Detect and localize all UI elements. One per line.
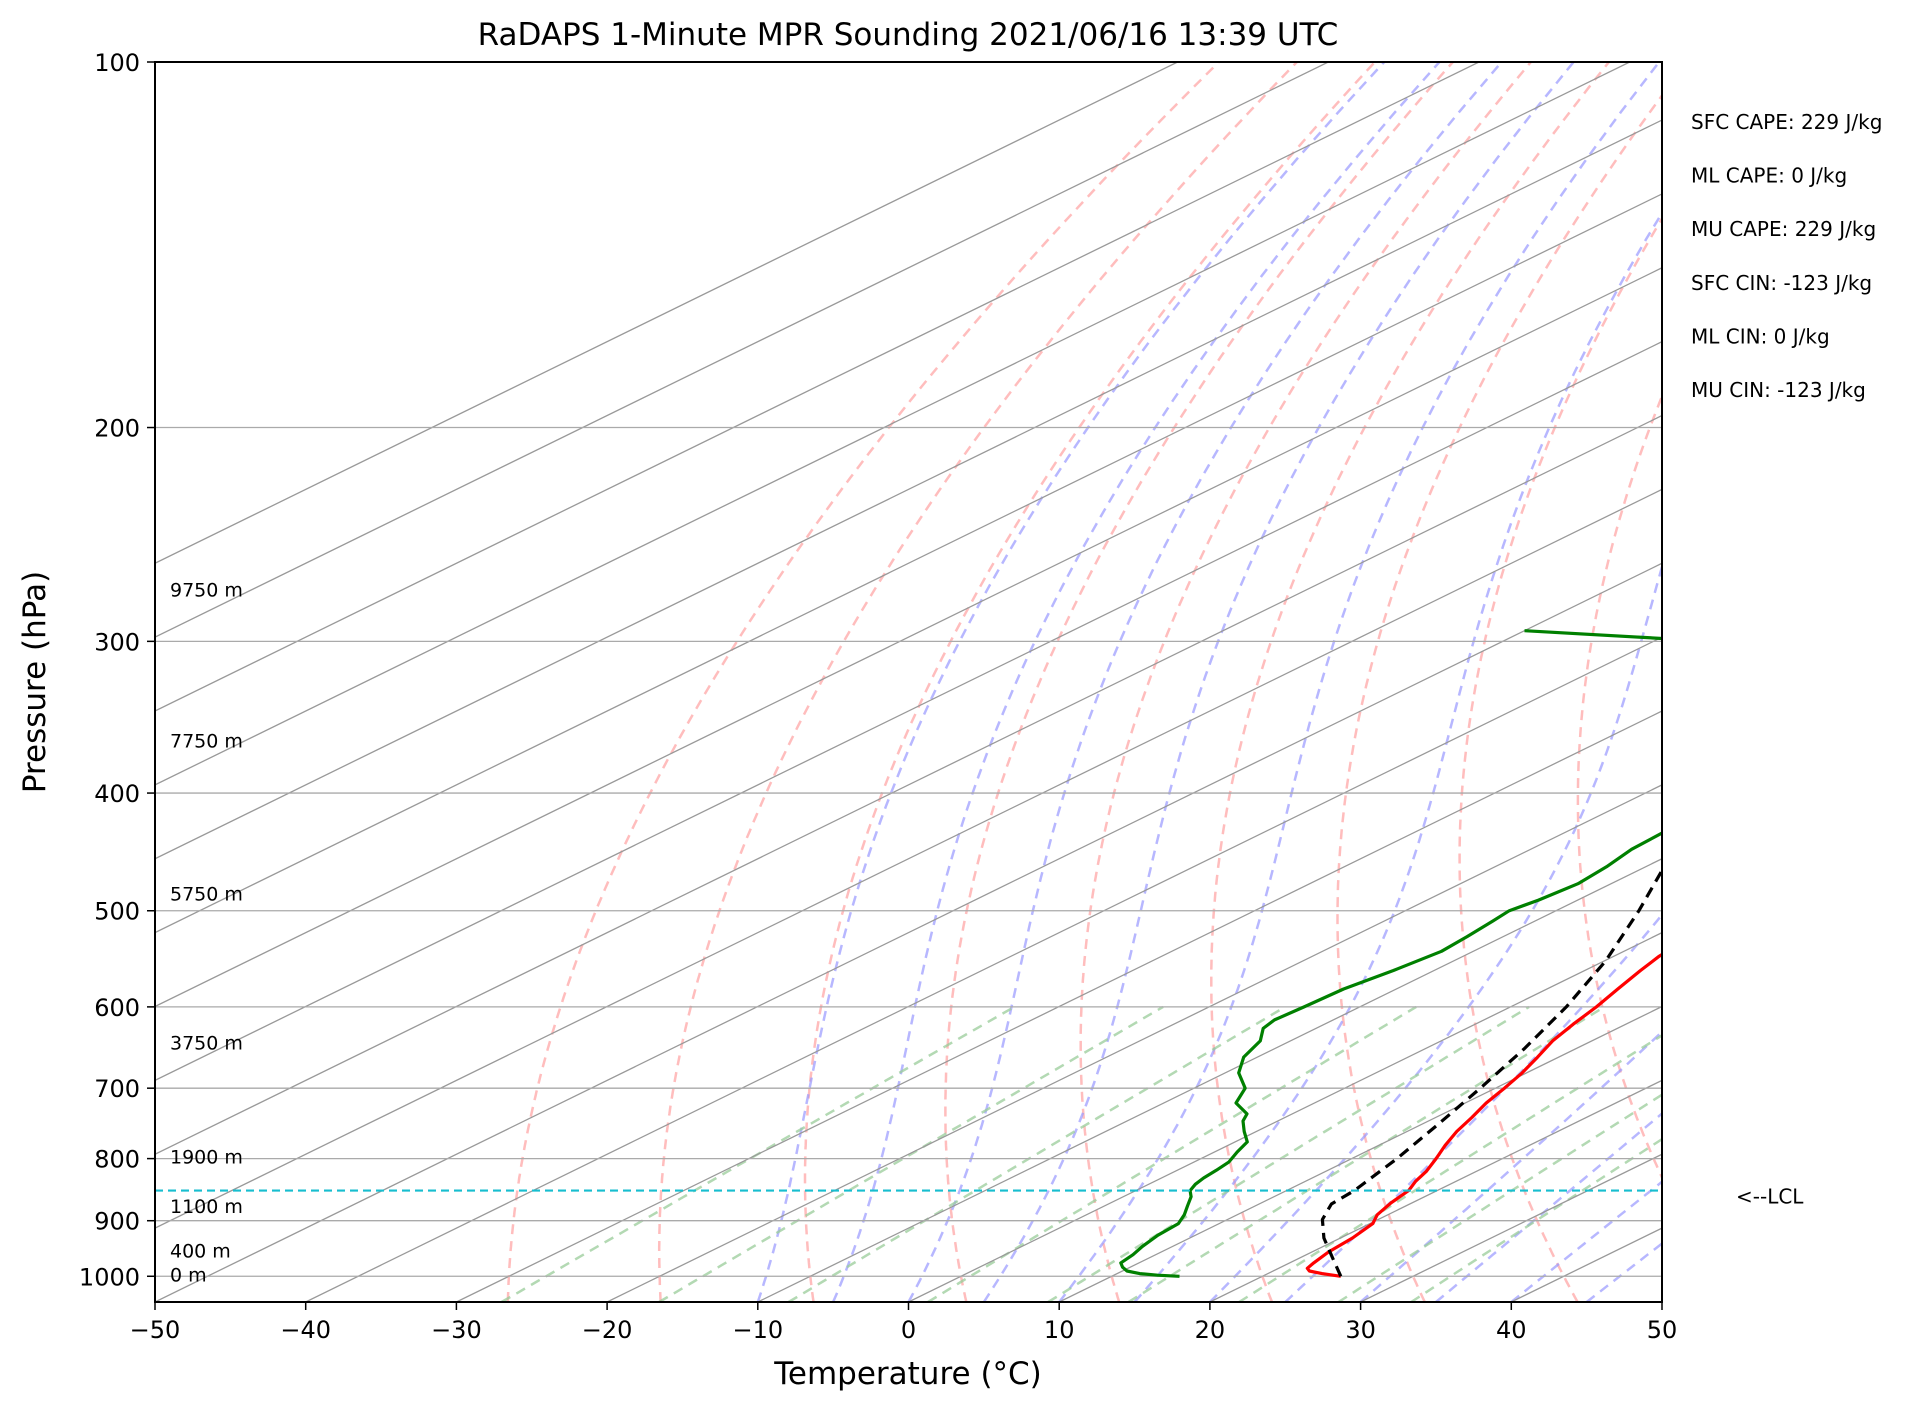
isotherm-line	[0, 62, 1780, 1302]
height-label: 1900 m	[170, 1147, 243, 1169]
dewpoint-profile-line	[1121, 631, 1827, 1277]
y-tick-label: 800	[94, 1146, 140, 1174]
x-tick-label: 20	[1195, 1316, 1226, 1344]
dry-adiabat-line	[1460, 62, 1765, 1302]
y-tick-label: 500	[94, 898, 140, 926]
mixing-ratio-line	[1239, 1007, 1708, 1302]
height-label: 400 m	[170, 1240, 231, 1262]
x-tick-label: −20	[582, 1316, 633, 1344]
dry-adiabat-line	[508, 62, 1219, 1302]
isotherm-line	[909, 62, 1911, 1302]
y-tick-label: 300	[94, 628, 140, 656]
x-tick-label: 30	[1345, 1316, 1376, 1344]
isotherm-line	[0, 62, 1178, 1302]
dry-adiabat-line	[945, 62, 1453, 1302]
stat-annotation: MU CAPE: 229 J/kg	[1691, 217, 1876, 241]
height-label: 9750 m	[170, 580, 243, 602]
x-tick-label: −10	[732, 1316, 783, 1344]
y-tick-label: 1000	[79, 1263, 140, 1291]
height-label: 5750 m	[170, 884, 243, 906]
x-axis-label: Temperature (°C)	[773, 1356, 1042, 1392]
data-lines	[155, 566, 1911, 1276]
dry-adiabat-line	[1804, 62, 1911, 1302]
y-tick-label: 600	[94, 994, 140, 1022]
isotherm-line	[1662, 62, 1911, 1302]
isotherm-line	[306, 62, 1911, 1302]
x-tick-label: 40	[1496, 1316, 1527, 1344]
stat-annotation: ML CIN: 0 J/kg	[1691, 324, 1830, 348]
stat-annotations: <--LCL SFC CAPE: 229 J/kg ML CAPE: 0 J/kg M…	[1691, 110, 1882, 1209]
height-label: 0 m	[170, 1265, 207, 1287]
stat-annotation: SFC CIN: -123 J/kg	[1691, 271, 1872, 295]
mixing-ratio-line	[1129, 1007, 1605, 1302]
mixing-ratio-line	[1048, 1007, 1529, 1302]
isotherm-line	[0, 62, 1911, 1302]
isotherm-line	[456, 62, 1911, 1302]
dry-adiabat-line	[1338, 62, 1688, 1302]
temperature-profile-line	[1307, 566, 1911, 1276]
x-tick-label: −40	[280, 1316, 331, 1344]
isotherm-line	[0, 62, 1911, 1302]
isotherm-line	[0, 62, 1328, 1302]
stat-annotation: MU CIN: -123 J/kg	[1691, 378, 1866, 402]
y-tick-label: 200	[94, 415, 140, 443]
moist-adiabat-line	[758, 62, 1384, 1302]
dry-adiabat-line	[659, 62, 1297, 1302]
x-tick-label: −30	[431, 1316, 482, 1344]
isotherm-line	[1210, 62, 1911, 1302]
height-label: 7750 m	[170, 730, 243, 752]
y-tick-label: 400	[94, 780, 140, 808]
isotherm-line	[0, 62, 1911, 1302]
x-tick-label: 10	[1044, 1316, 1075, 1344]
dry-adiabat-line	[1693, 62, 1911, 1302]
x-tick-label: 0	[901, 1316, 916, 1344]
background-lines	[0, 62, 1911, 1302]
moist-adiabat-line	[984, 62, 1574, 1302]
y-tick-label: 100	[94, 49, 140, 77]
mixing-ratio-line	[659, 1007, 1163, 1302]
axis-ticks: −50 −40 −30 −20 −10 0 10 20 30 40 50 100 200 300 400 50…	[79, 49, 1677, 1344]
isotherm-line	[1059, 62, 1911, 1302]
x-tick-label: 50	[1647, 1316, 1678, 1344]
x-tick-label: −50	[130, 1316, 181, 1344]
stat-annotation: SFC CAPE: 229 J/kg	[1691, 110, 1882, 134]
y-axis-label: Pressure (hPa)	[17, 571, 53, 793]
moist-adiabat-line	[909, 62, 1502, 1302]
dry-adiabat-line	[1578, 62, 1843, 1302]
dry-adiabat-line	[1081, 62, 1531, 1302]
isotherm-line	[155, 62, 1911, 1302]
height-label: 1100 m	[170, 1196, 243, 1218]
moist-adiabat-line	[1285, 62, 1911, 1302]
stat-annotation: ML CAPE: 0 J/kg	[1691, 164, 1847, 188]
isotherm-line	[758, 62, 1911, 1302]
lcl-label: <--LCL	[1736, 1185, 1804, 1209]
y-tick-label: 900	[94, 1208, 140, 1236]
chart-title: RaDAPS 1-Minute MPR Sounding 2021/06/16 …	[478, 17, 1339, 53]
dry-adiabat-line	[1211, 62, 1609, 1302]
isotherm-line	[0, 62, 1911, 1302]
parcel-profile-line	[1322, 576, 1752, 1276]
height-label: 3750 m	[170, 1033, 243, 1055]
plot-frame	[155, 62, 1662, 1302]
moist-adiabat-line	[1436, 62, 1911, 1302]
y-tick-label: 700	[94, 1075, 140, 1103]
isotherm-line	[4, 62, 1911, 1302]
